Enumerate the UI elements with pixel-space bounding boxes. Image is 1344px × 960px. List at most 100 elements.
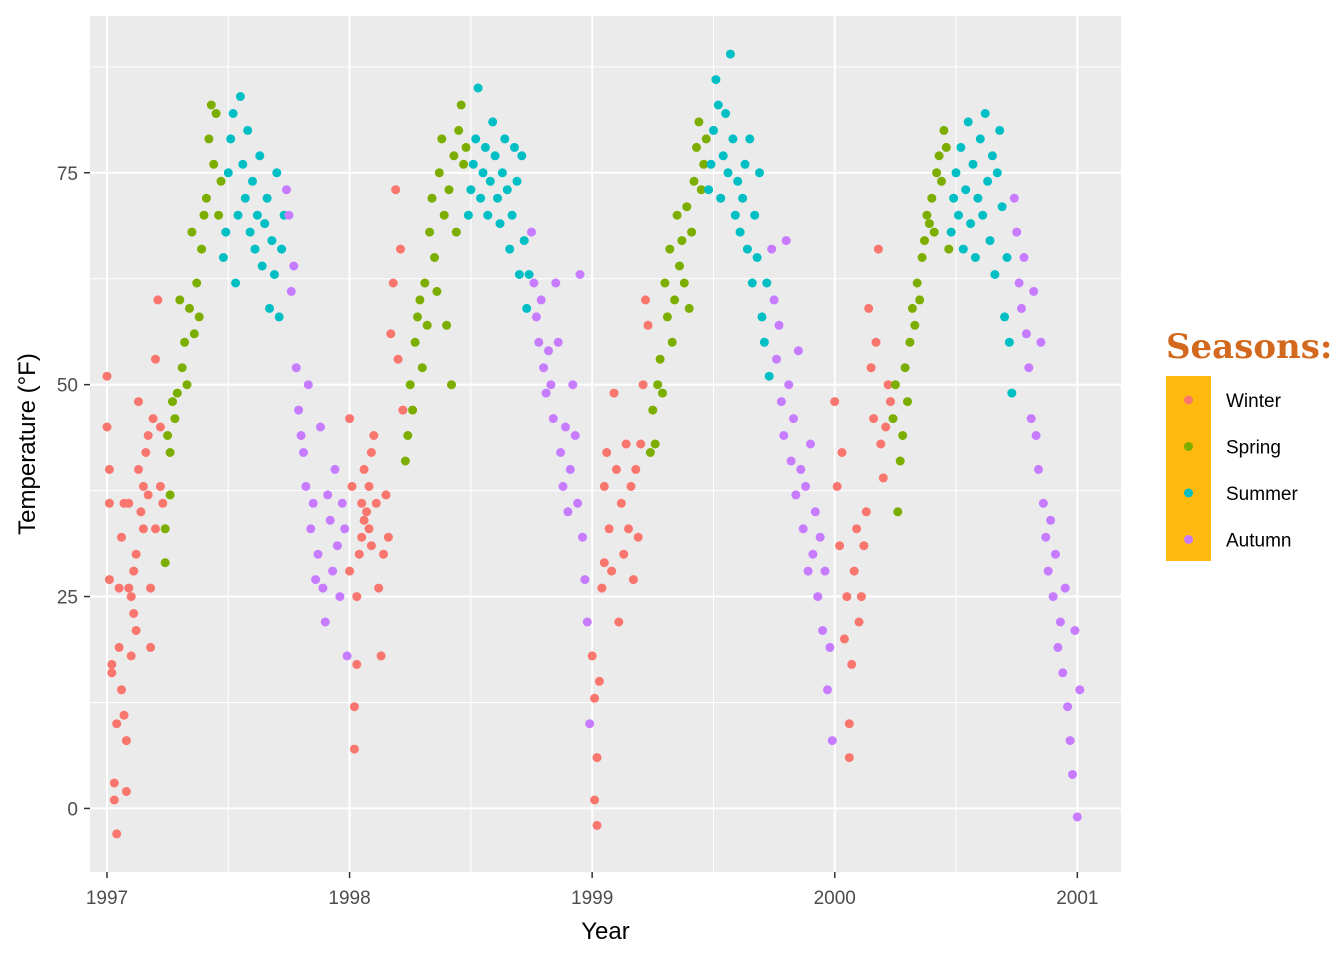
data-point — [209, 159, 219, 169]
data-point — [1019, 253, 1029, 262]
data-point — [728, 134, 738, 144]
data-point — [313, 549, 323, 559]
data-point — [294, 405, 304, 415]
data-point — [1051, 549, 1060, 559]
data-point — [197, 244, 207, 254]
data-point — [354, 549, 364, 559]
data-point — [289, 261, 299, 271]
data-point — [779, 431, 789, 440]
data-point — [405, 380, 415, 390]
legend-label-autumn: Autumn — [1226, 531, 1291, 552]
data-point — [221, 227, 231, 237]
data-point — [393, 354, 403, 364]
data-point — [189, 329, 199, 339]
data-point — [449, 151, 459, 161]
data-point — [759, 337, 769, 347]
data-point — [842, 592, 852, 602]
data-point — [461, 142, 471, 152]
data-point — [983, 176, 993, 186]
data-point — [172, 388, 182, 398]
data-point — [716, 193, 726, 203]
data-point — [201, 193, 211, 203]
data-point — [725, 49, 735, 59]
data-point — [609, 388, 619, 398]
data-point — [786, 456, 796, 466]
data-point — [114, 642, 124, 652]
data-point — [653, 380, 663, 390]
y-axis: 0 25 50 75 — [57, 164, 90, 820]
data-point — [126, 651, 136, 661]
data-point — [386, 329, 396, 339]
data-point — [400, 456, 410, 466]
data-point — [493, 193, 502, 203]
data-point — [1041, 532, 1051, 542]
data-point — [129, 609, 139, 618]
data-point — [665, 244, 675, 254]
x-tick-label: 2000 — [814, 888, 856, 909]
data-point — [1021, 329, 1031, 339]
data-point — [340, 524, 350, 534]
data-point — [284, 210, 294, 220]
data-point — [124, 498, 134, 508]
data-point — [1007, 388, 1017, 398]
data-point — [466, 185, 476, 195]
data-point — [791, 490, 801, 500]
data-point — [553, 337, 563, 347]
data-point — [488, 117, 498, 127]
x-tick-label: 2001 — [1056, 888, 1098, 909]
data-point — [536, 295, 546, 305]
data-point — [168, 397, 177, 407]
data-point — [471, 134, 481, 144]
data-point — [641, 295, 650, 305]
data-point — [684, 303, 694, 313]
data-point — [381, 490, 391, 500]
data-point — [519, 236, 529, 246]
data-point — [968, 159, 978, 169]
data-point — [616, 498, 626, 508]
data-point — [349, 702, 359, 712]
data-point — [505, 244, 515, 254]
data-point — [308, 498, 318, 508]
data-point — [357, 532, 367, 542]
data-point — [422, 320, 432, 330]
data-point — [1075, 685, 1085, 695]
data-point — [614, 617, 624, 627]
data-point — [374, 583, 384, 593]
data-point — [160, 524, 170, 534]
data-point — [624, 524, 633, 534]
data-point — [112, 829, 122, 839]
data-point — [318, 583, 328, 593]
data-point — [672, 210, 682, 220]
data-point — [522, 303, 532, 313]
data-point — [306, 524, 316, 534]
data-point — [854, 617, 864, 627]
data-point — [893, 507, 903, 517]
series-autumn — [282, 185, 1085, 822]
data-point — [301, 481, 311, 491]
data-point — [915, 295, 925, 305]
data-point — [153, 295, 163, 305]
data-point — [138, 481, 148, 491]
data-point — [861, 507, 871, 517]
data-point — [141, 448, 151, 457]
data-point — [146, 583, 156, 593]
data-point — [369, 431, 379, 440]
data-point — [483, 210, 493, 220]
data-point — [512, 176, 522, 186]
data-point — [211, 109, 221, 118]
data-point — [206, 100, 216, 110]
data-point — [413, 312, 422, 322]
data-point — [1038, 498, 1048, 508]
data-point — [871, 337, 881, 347]
data-point — [291, 363, 301, 373]
data-point — [650, 439, 660, 449]
data-point — [922, 210, 932, 220]
data-point — [121, 787, 131, 796]
data-point — [856, 592, 866, 602]
data-point — [689, 176, 699, 186]
data-point — [796, 464, 806, 474]
data-point — [529, 278, 539, 288]
data-point — [410, 337, 420, 347]
data-point — [366, 448, 376, 457]
data-point — [517, 151, 527, 161]
